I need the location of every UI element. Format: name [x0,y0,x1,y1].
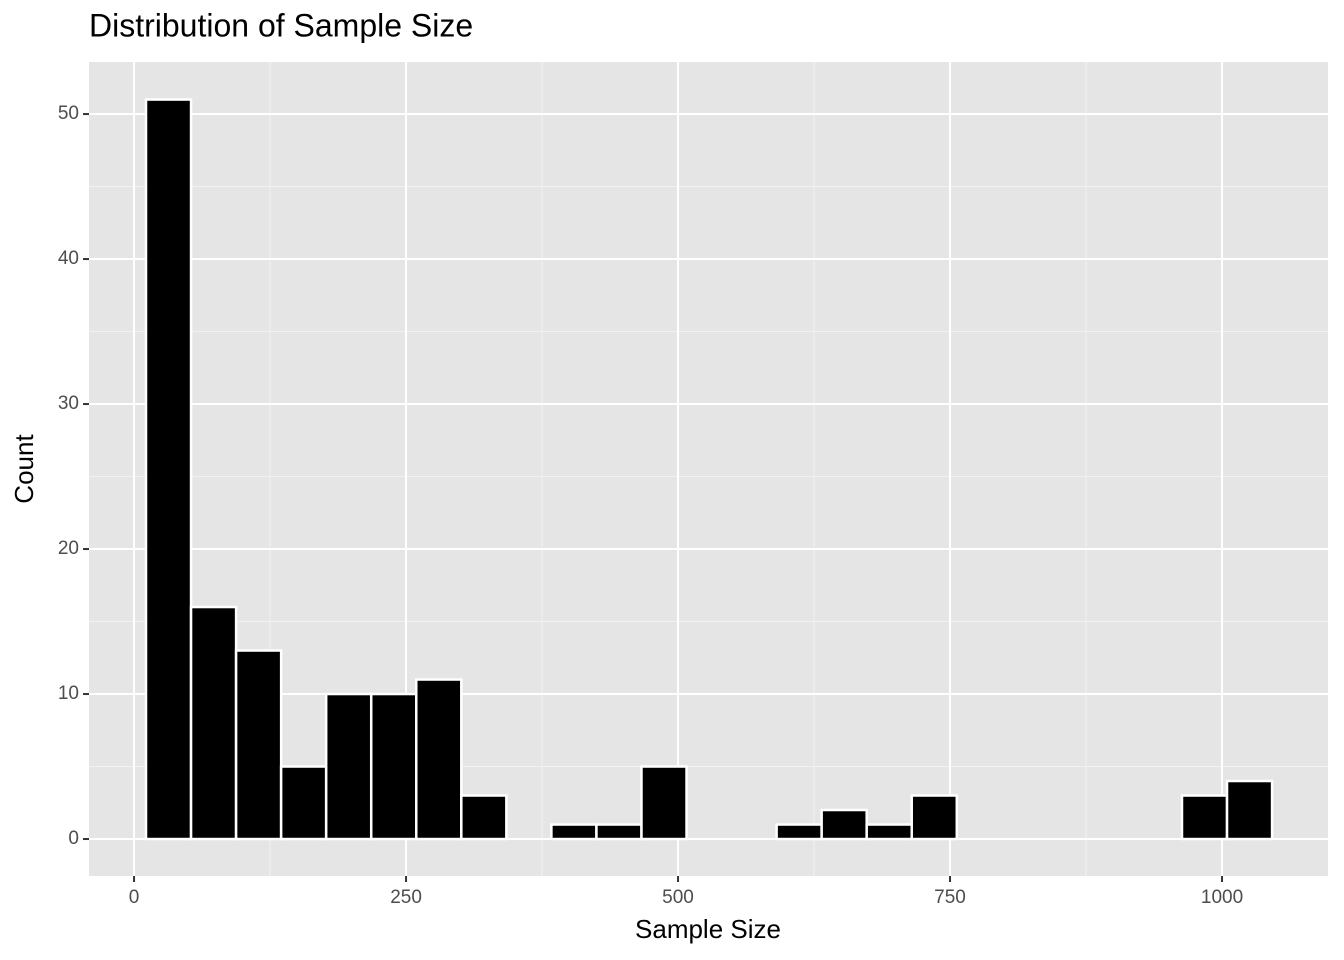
y-tick-label: 40 [58,248,79,269]
y-tick-label: 0 [68,828,79,849]
bar [189,605,238,841]
bar [369,692,418,841]
bar [279,765,328,841]
bar [640,765,688,841]
y-tick-label: 50 [58,103,79,124]
plot-panel [89,62,1328,876]
y-axis-title: Count [9,434,39,504]
bar [1180,794,1229,841]
x-tick-label: 750 [934,887,966,908]
bar [550,823,598,841]
bar [415,678,463,841]
x-tick-label: 500 [662,887,694,908]
x-axis-title: Sample Size [635,914,781,944]
y-tick-label: 10 [58,683,79,704]
bar [775,823,823,841]
y-tick-label: 30 [58,393,79,414]
bar [820,808,868,841]
bar [865,823,913,841]
bar [234,649,283,841]
bar [910,794,959,841]
bar [460,794,508,841]
x-tick-label: 1000 [1201,887,1243,908]
y-tick-label: 20 [58,538,79,559]
chart-title: Distribution of Sample Size [89,7,473,43]
bar [1225,779,1274,841]
bar [324,692,373,841]
bar [595,823,643,841]
bar [144,98,193,841]
x-tick-label: 250 [390,887,422,908]
x-tick-label: 0 [129,887,140,908]
